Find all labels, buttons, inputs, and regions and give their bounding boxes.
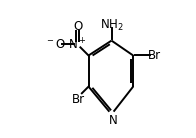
Text: N$^+$: N$^+$	[68, 37, 87, 52]
Text: O: O	[73, 20, 82, 33]
Text: $^-$O: $^-$O	[45, 38, 66, 51]
Text: N: N	[109, 114, 118, 127]
Text: NH$_2$: NH$_2$	[100, 18, 123, 33]
Text: Br: Br	[148, 49, 161, 62]
Text: Br: Br	[72, 93, 85, 106]
